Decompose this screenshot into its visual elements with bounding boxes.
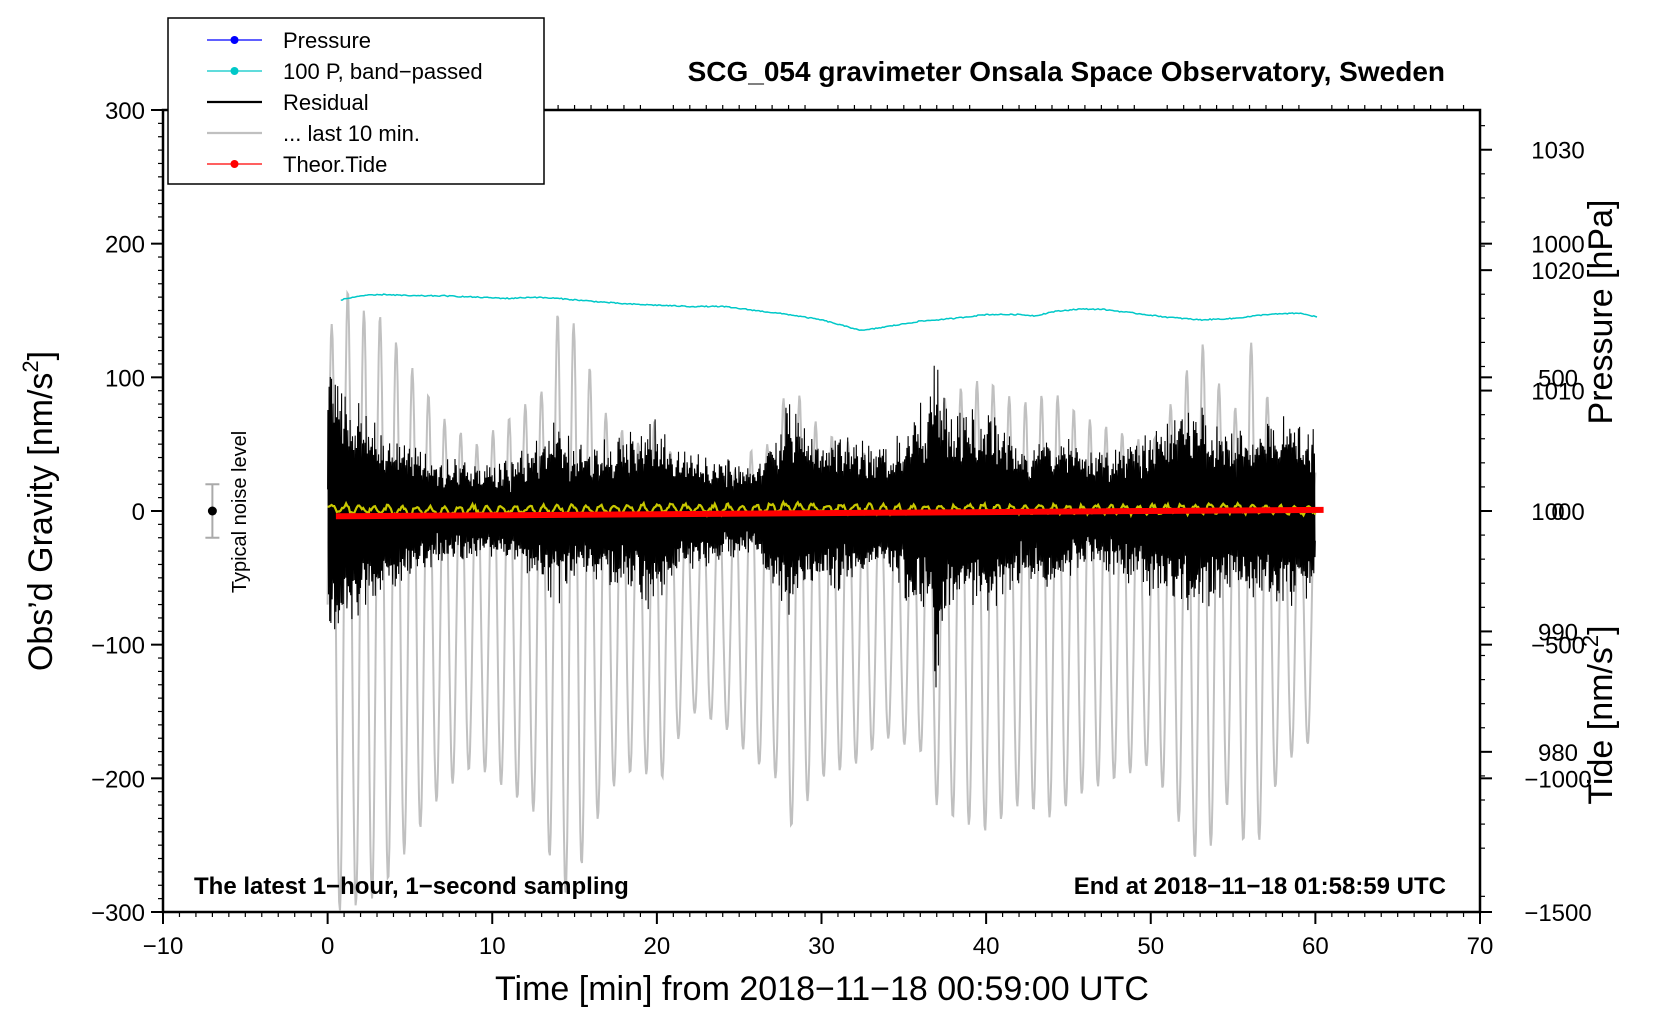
noise-label: Typical noise level — [229, 431, 251, 593]
x-tick-label: 50 — [1137, 933, 1164, 960]
y-axis-title-gravity-sup: 2 — [18, 360, 43, 372]
legend-marker — [230, 160, 239, 168]
x-tick-label: −10 — [143, 933, 184, 960]
y-tick-label: −200 — [91, 766, 145, 793]
y-tick-label: −100 — [91, 633, 145, 660]
pressure-tick-label: 1020 — [1531, 258, 1584, 285]
noise-bar-dot — [207, 506, 217, 516]
tide-tick-label: 1000 — [1531, 232, 1584, 259]
y-axis-title-tide-main: Tide [nm/s — [1582, 647, 1620, 804]
x-tick-label: 30 — [808, 933, 835, 960]
x-tick-label: 10 — [479, 933, 506, 960]
x-tick-label: 20 — [644, 933, 671, 960]
y-axis-title-gravity-main: Obs’d Gravity [nm/s — [22, 373, 60, 672]
pressure-tick-label: 1010 — [1531, 379, 1584, 406]
legend-marker — [230, 36, 239, 44]
tide-tick-label: −1000 — [1524, 766, 1591, 793]
noise-level-indicator — [205, 483, 220, 539]
series-group — [326, 289, 1324, 911]
y-tick-label: 100 — [105, 365, 145, 392]
legend-label: Residual — [283, 90, 369, 115]
tide-tick-label: 500 — [1538, 365, 1578, 392]
y-axis-title-tide-sup: 2 — [1578, 635, 1603, 647]
y-tick-label: −300 — [91, 900, 145, 927]
legend-label: ... last 10 min. — [283, 121, 420, 146]
legend: Pressure 100 P, band−passed Residual ... la… — [167, 17, 545, 185]
y-axis-title-gravity: Obs’d Gravity [nm/s2] — [18, 351, 60, 671]
x-tick-label: 40 — [973, 933, 1000, 960]
pressure-tick-label: 980 — [1538, 740, 1578, 767]
tide-tick-label: −1500 — [1524, 900, 1591, 927]
series-last-10-min — [326, 289, 1317, 911]
series-pressure-bandpassed — [340, 293, 1318, 331]
y-tick-label: 0 — [132, 499, 145, 526]
pressure-tick-label: 990 — [1538, 619, 1578, 646]
ticks-group: −10 0 10 20 30 40 50 60 70−300−200−1000100200300… — [91, 98, 1592, 960]
legend-marker — [230, 67, 239, 75]
series-theor-tide — [335, 506, 1324, 520]
legend-label: 100 P, band−passed — [283, 59, 483, 84]
legend-label: Pressure — [283, 28, 371, 53]
legend-label: Theor.Tide — [283, 152, 387, 177]
tide-tick-label: 0 — [1551, 499, 1564, 526]
y-axis-title-pressure: Pressure [hPa] — [1582, 200, 1620, 425]
pressure-tick-label: 1030 — [1531, 138, 1584, 165]
annotation-right: End at 2018−11−18 01:58:59 UTC — [1074, 873, 1446, 900]
annotation-left: The latest 1−hour, 1−second sampling — [194, 873, 629, 900]
tide-tick-label: −500 — [1531, 633, 1585, 660]
x-axis-title: Time [min] from 2018−11−18 00:59:00 UTC — [495, 970, 1149, 1008]
pressure-tick-label: 1000 — [1531, 499, 1584, 526]
y-axis-title-gravity-end: ] — [22, 351, 60, 360]
x-tick-label: 0 — [321, 933, 334, 960]
x-tick-label: 70 — [1467, 933, 1494, 960]
series-residual — [327, 365, 1316, 688]
chart-title: SCG_054 gravimeter Onsala Space Observat… — [688, 56, 1445, 87]
x-tick-label: 60 — [1302, 933, 1329, 960]
y-axis-title-tide: Tide [nm/s2] — [1578, 625, 1620, 804]
y-tick-label: 300 — [105, 98, 145, 125]
y-tick-label: 200 — [105, 232, 145, 259]
y-axis-title-tide-end: ] — [1582, 625, 1620, 634]
